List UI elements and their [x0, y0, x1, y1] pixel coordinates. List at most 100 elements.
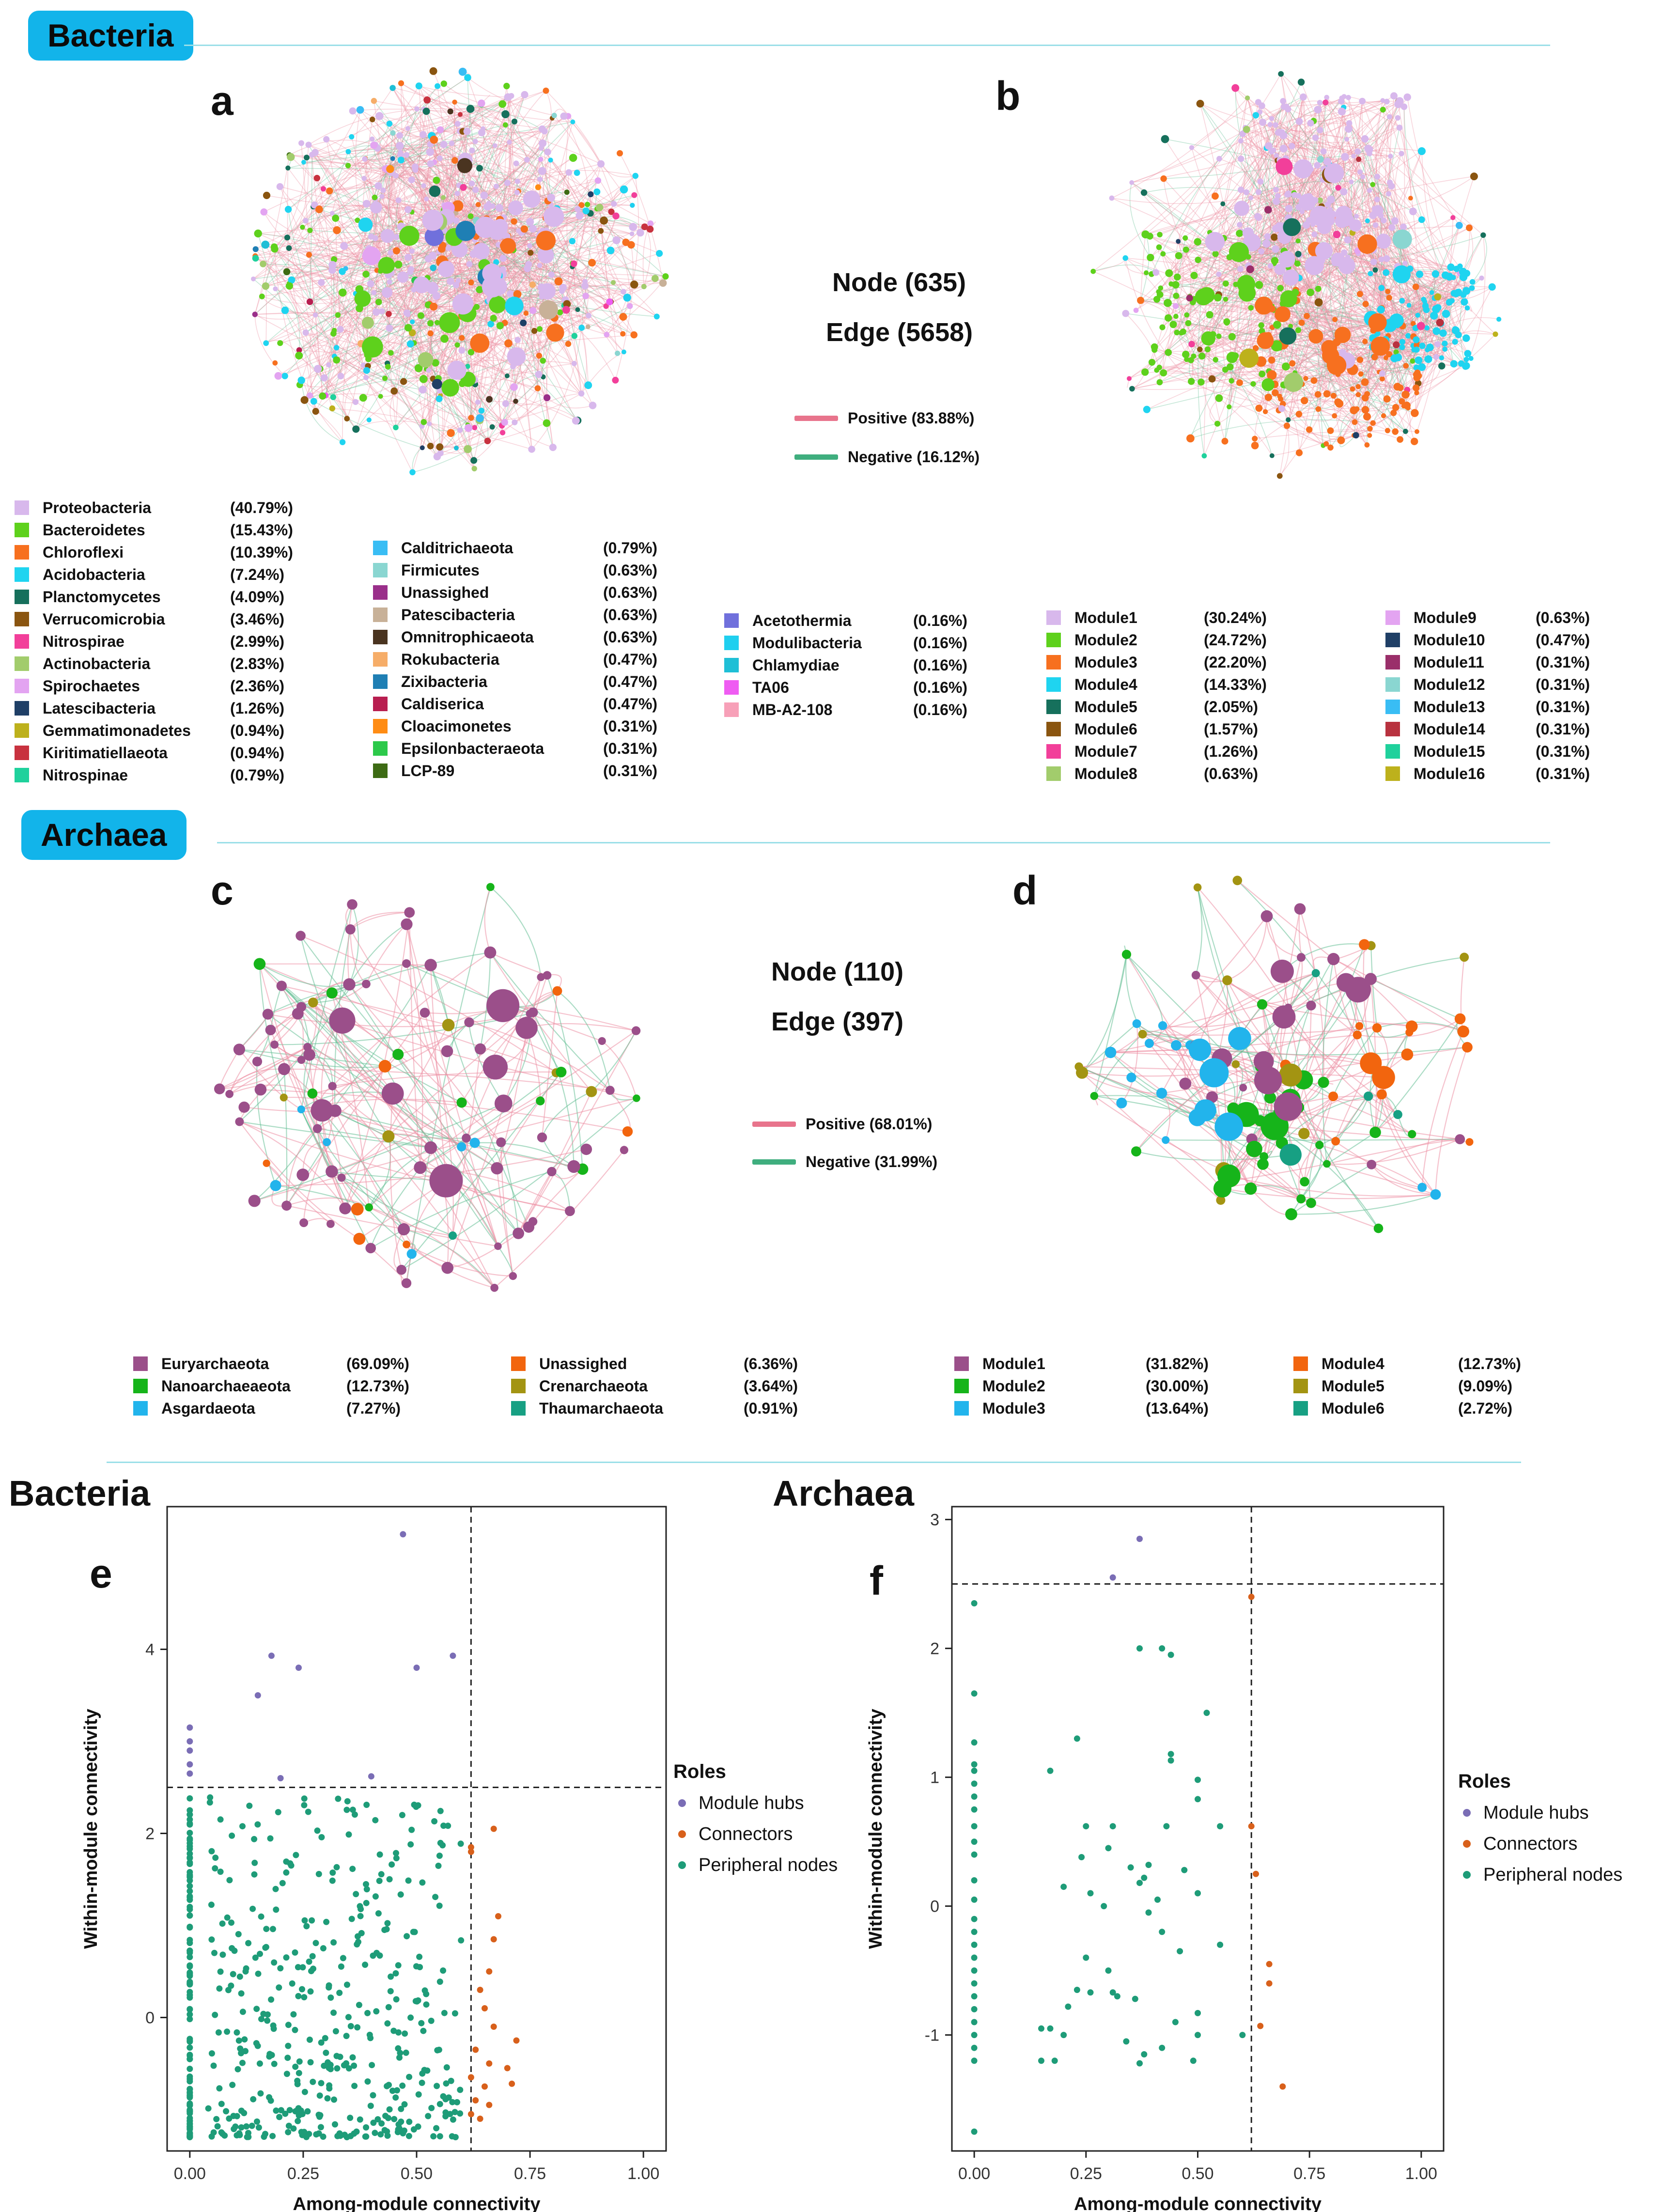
data-point — [216, 2085, 223, 2092]
panel-letter-e: e — [90, 1551, 112, 1596]
data-point — [423, 2001, 430, 2008]
data-point — [309, 1953, 316, 1960]
network-node — [406, 340, 414, 348]
data-point — [971, 2044, 978, 2051]
network-node — [1399, 398, 1405, 405]
network-node — [1179, 1077, 1192, 1090]
network-node — [439, 312, 460, 333]
network-node — [567, 1160, 580, 1173]
legend-item: TA06 (0.16%) — [724, 676, 995, 699]
positive-edge-label: Positive (68.01%) — [806, 1115, 933, 1133]
legend-percent: (0.31%) — [603, 739, 658, 757]
network-node — [386, 165, 394, 173]
data-point — [242, 2048, 249, 2055]
network-node — [1452, 339, 1458, 345]
data-point — [376, 1878, 383, 1884]
data-point — [386, 1876, 393, 1883]
network-node — [386, 121, 393, 127]
network-node — [1237, 275, 1256, 293]
network-node — [263, 1159, 270, 1167]
network-node — [491, 1162, 503, 1175]
network-node — [385, 364, 391, 370]
network-node — [388, 250, 394, 256]
data-point — [971, 1967, 978, 1974]
network-node — [1368, 271, 1373, 277]
network-node — [539, 139, 547, 147]
network-node — [1447, 263, 1455, 271]
network-node — [608, 208, 615, 215]
network-node — [464, 1017, 474, 1028]
data-point — [436, 2101, 443, 2107]
data-point — [289, 1980, 295, 1987]
data-point — [358, 1906, 364, 1913]
network-node — [1376, 1089, 1387, 1100]
data-point — [467, 1844, 474, 1851]
network-node — [1279, 144, 1288, 153]
data-point — [1060, 1884, 1067, 1890]
data-point — [435, 1862, 442, 1869]
data-point — [336, 1990, 343, 1996]
data-point — [334, 2133, 341, 2139]
network-node — [1446, 273, 1453, 281]
network-node — [404, 206, 412, 214]
network-node — [1357, 234, 1377, 254]
network-node — [447, 277, 454, 285]
network-node — [1122, 310, 1130, 317]
network-node — [1145, 1039, 1154, 1048]
network-node — [581, 282, 589, 290]
network-node — [1337, 436, 1345, 444]
network-node — [1392, 404, 1400, 411]
data-point — [292, 1949, 298, 1956]
legend-percent: (0.47%) — [603, 695, 658, 713]
legend-swatch — [373, 585, 388, 600]
network-node — [1346, 94, 1351, 100]
data-point — [451, 2010, 458, 2017]
data-point — [218, 2101, 225, 2107]
data-point — [271, 2060, 278, 2067]
data-point — [436, 2133, 443, 2140]
legend-percent: (2.99%) — [230, 632, 285, 650]
legend-item: Module5 (2.05%) — [1046, 696, 1318, 718]
x-axis-label: Among-module connectivity — [1074, 2194, 1322, 2212]
data-point — [1073, 1735, 1080, 1742]
network-node — [1286, 417, 1291, 422]
network-node — [1188, 378, 1195, 385]
network-node — [1109, 195, 1115, 201]
network-node — [1271, 257, 1279, 265]
network-node — [388, 350, 394, 356]
network-node — [473, 304, 480, 310]
data-point — [187, 1845, 193, 1852]
network-node — [500, 238, 516, 254]
data-point — [330, 2009, 337, 2016]
legend-swatch — [724, 680, 739, 695]
legend-item: Module5 (9.09%) — [1293, 1375, 1545, 1397]
network-node — [464, 74, 471, 81]
network-node — [1357, 169, 1363, 175]
data-point — [355, 1933, 361, 1940]
data-point — [407, 2014, 414, 2021]
network-node — [1205, 232, 1225, 252]
network-node — [1380, 107, 1386, 113]
network-node — [1162, 1136, 1170, 1144]
data-point — [362, 1962, 369, 1968]
network-node — [500, 430, 506, 436]
data-point — [467, 2074, 474, 2081]
legend-label: Modulibacteria — [752, 634, 862, 652]
data-point — [482, 2005, 488, 2011]
network-node — [537, 176, 543, 182]
network-node — [1295, 118, 1303, 125]
network-node — [528, 249, 534, 256]
network-node — [427, 330, 434, 337]
network-node — [469, 180, 475, 187]
legend-item: Nitrospinae (0.79%) — [15, 764, 354, 786]
data-point — [367, 2103, 374, 2109]
network-node — [482, 1055, 508, 1080]
legend-percent: (3.46%) — [230, 610, 285, 628]
network-node — [578, 202, 585, 208]
network-node — [352, 399, 359, 405]
network-node — [1314, 298, 1323, 307]
network-node — [390, 156, 395, 161]
legend-swatch — [15, 768, 29, 782]
legend-percent: (2.05%) — [1204, 698, 1259, 716]
network-node — [1216, 156, 1222, 162]
